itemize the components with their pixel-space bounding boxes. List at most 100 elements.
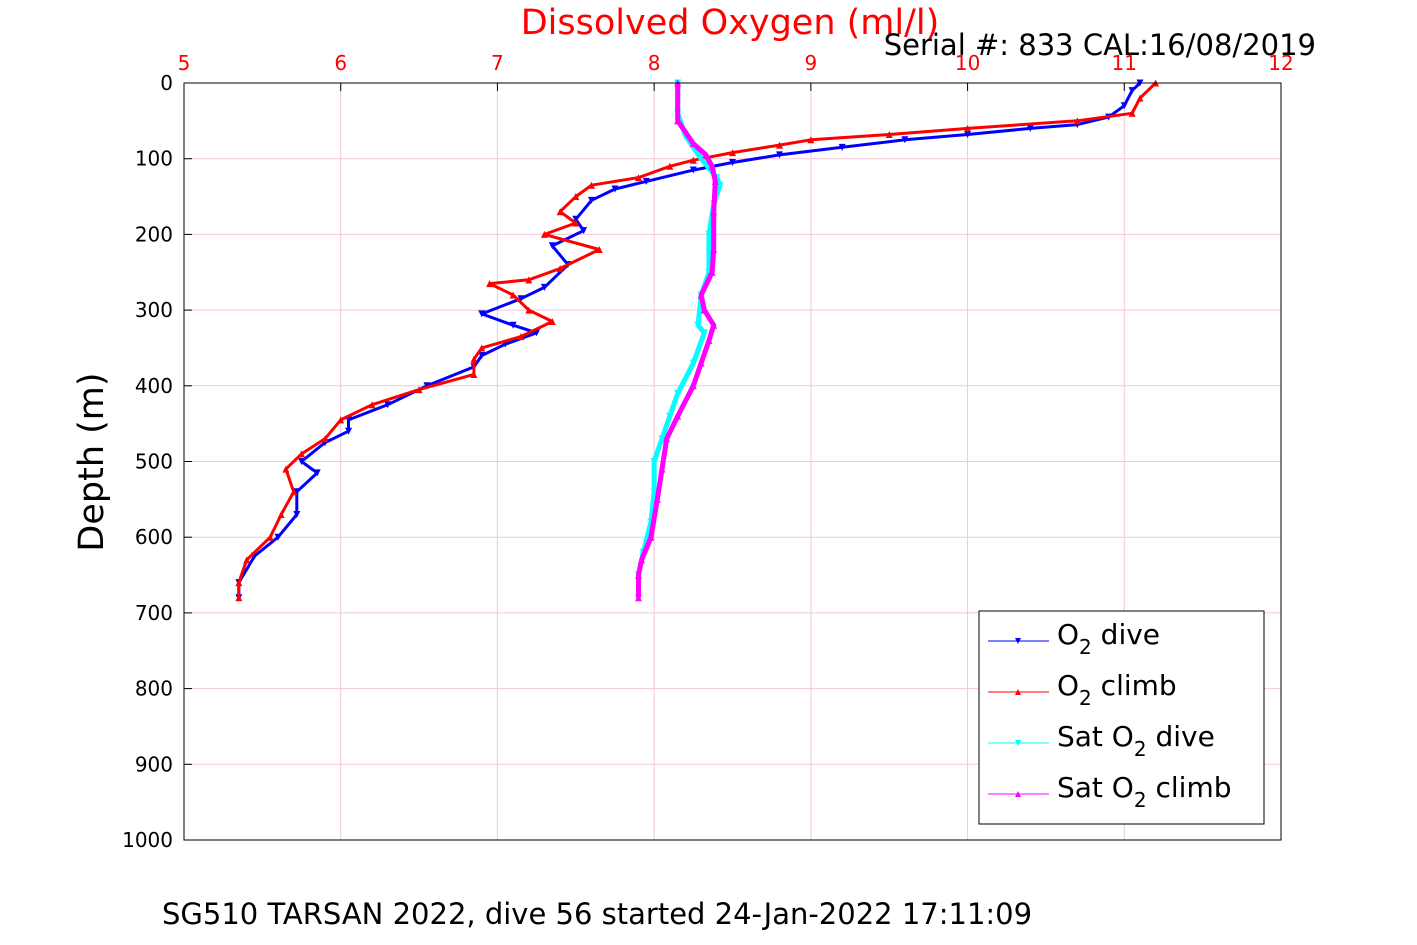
legend-label: Sat O2 dive: [1057, 720, 1215, 761]
data-point: [337, 416, 345, 424]
data-point: [716, 181, 724, 189]
data-point: [1128, 87, 1136, 95]
data-point: [710, 208, 718, 216]
data-point: [509, 291, 517, 299]
data-point: [702, 151, 710, 159]
data-point: [776, 141, 784, 149]
data-point: [885, 130, 893, 138]
data-point: [298, 450, 306, 458]
data-point: [710, 246, 718, 254]
data-point: [666, 412, 674, 420]
data-point: [650, 458, 658, 465]
data-point: [1128, 109, 1136, 117]
data-point: [674, 412, 682, 420]
data-point: [243, 556, 251, 564]
x-tick-label: 11: [1112, 51, 1137, 75]
data-point: [572, 215, 580, 223]
legend-label-subscript: 2: [1134, 788, 1147, 812]
legend-label-part: Sat O: [1057, 771, 1134, 804]
legend-entry-sat_climb: Sat O2 climb: [988, 771, 1232, 812]
data-point: [423, 382, 431, 390]
y-tick-label: 0: [160, 71, 173, 95]
x-tick-label: 5: [178, 51, 191, 75]
legend-label-part: O: [1057, 618, 1079, 651]
data-point: [486, 280, 494, 288]
data-point: [658, 435, 666, 443]
x-axis-ticks: 5 6 7 8 9 10 11 12: [178, 51, 1294, 91]
data-point: [540, 283, 548, 291]
data-point: [293, 510, 301, 518]
data-point: [674, 389, 682, 397]
data-series: [235, 79, 1160, 602]
x-tick-label: 6: [334, 51, 347, 75]
data-point: [1136, 94, 1144, 102]
x-tick-label: 7: [491, 51, 504, 75]
y-axis-ticks: 0 100 200 300 400 500 600 700 800 900 1000: [122, 71, 192, 852]
data-point: [666, 162, 674, 170]
legend-label-part: O: [1057, 669, 1079, 702]
y-tick-label: 200: [135, 222, 173, 246]
data-point: [634, 594, 642, 602]
data-point: [964, 130, 972, 138]
data-point: [548, 242, 556, 250]
legend-label-part: climb: [1147, 771, 1232, 804]
y-tick-label: 1000: [122, 828, 173, 852]
data-point: [235, 594, 243, 602]
legend-label-part: dive: [1147, 720, 1215, 753]
data-point: [638, 556, 646, 564]
series-o2_dive: [235, 79, 1144, 602]
chart-title: Dissolved Oxygen (ml/l): [521, 3, 940, 43]
data-point: [277, 510, 285, 518]
data-point: [689, 166, 697, 174]
data-point: [478, 352, 486, 360]
data-point: [708, 162, 716, 170]
data-point: [689, 382, 697, 390]
data-point: [708, 268, 716, 276]
data-point: [634, 174, 642, 182]
legend-marker: [1015, 740, 1021, 746]
data-point: [838, 143, 846, 151]
data-point: [705, 230, 713, 238]
data-point: [313, 469, 321, 477]
legend-marker: [1015, 689, 1021, 695]
data-point: [274, 533, 282, 541]
data-point: [595, 246, 603, 254]
data-point: [697, 155, 705, 163]
data-point: [689, 156, 697, 164]
data-point: [611, 185, 619, 193]
data-point: [266, 533, 274, 541]
data-point: [705, 336, 713, 344]
data-point: [290, 488, 298, 496]
legend-entry-sat_dive: Sat O2 dive: [988, 720, 1215, 761]
legend-entry-o2_dive: O2 dive: [988, 618, 1160, 659]
data-point: [235, 579, 243, 587]
legend-label-subscript: 2: [1079, 635, 1092, 659]
data-point: [1026, 124, 1034, 132]
series-o2_climb: [235, 79, 1160, 602]
legend-label: Sat O2 climb: [1057, 771, 1232, 812]
x-tick-label: 8: [648, 51, 661, 75]
x-tick-label: 9: [804, 51, 817, 75]
data-point: [540, 230, 548, 238]
data-point: [653, 495, 661, 503]
data-point: [689, 359, 697, 367]
y-axis-label: Depth (m): [72, 372, 112, 551]
series-sat_climb: [634, 79, 719, 602]
data-point: [776, 151, 784, 159]
data-point: [1120, 102, 1128, 110]
legend-label-part: Sat O: [1057, 720, 1134, 753]
data-point: [509, 321, 517, 329]
y-tick-label: 400: [135, 374, 173, 398]
y-tick-label: 500: [135, 450, 173, 474]
data-point: [525, 276, 533, 284]
data-point: [415, 386, 423, 394]
x-tick-label: 10: [955, 51, 980, 75]
data-point: [478, 310, 486, 318]
data-point: [517, 295, 525, 303]
data-point: [729, 149, 736, 157]
data-point: [293, 488, 301, 496]
data-point: [517, 333, 525, 341]
data-point: [572, 219, 580, 227]
legend-label: O2 climb: [1057, 669, 1177, 710]
